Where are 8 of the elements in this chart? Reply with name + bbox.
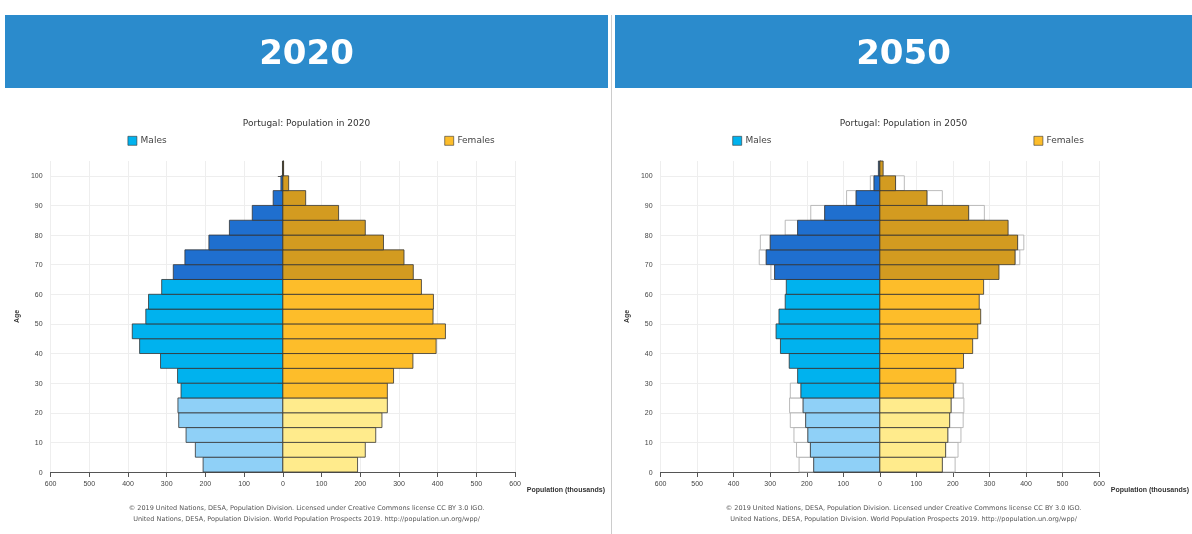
- legend-label: Males: [745, 134, 772, 145]
- legend-label: Females: [1046, 134, 1085, 145]
- legend-label: Females: [457, 134, 495, 145]
- legend-label: Males: [140, 134, 167, 145]
- chart-title: 2050: [615, 15, 1192, 88]
- chart-subtitle: Portugal: Population in 2050: [839, 117, 968, 128]
- chart-title: 2020: [5, 15, 608, 88]
- chart-subtitle: Portugal: Population in 2020: [242, 117, 371, 128]
